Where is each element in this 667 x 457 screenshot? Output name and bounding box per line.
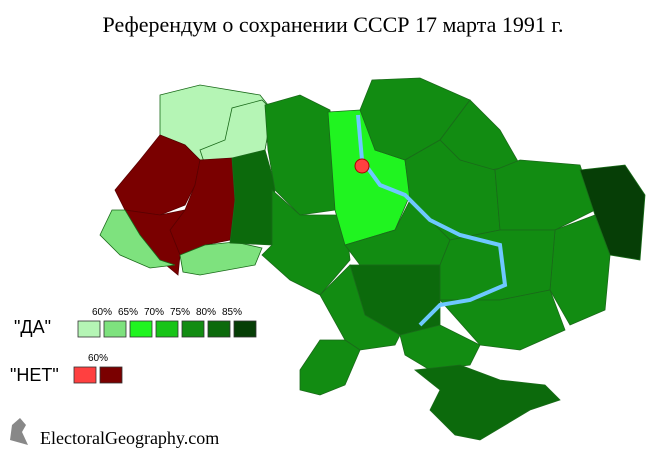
map (99, 77, 646, 441)
legend-label: "НЕТ" (10, 365, 59, 385)
legend-tick: 65% (118, 307, 138, 318)
region (399, 324, 481, 371)
legend-swatch (129, 320, 153, 338)
river (356, 114, 508, 327)
region (114, 134, 201, 216)
legend-tick: 75% (170, 307, 190, 318)
footer: ElectoralGeography.com (40, 428, 219, 448)
logo (10, 418, 28, 445)
region (413, 364, 561, 441)
region (299, 339, 361, 396)
region (549, 214, 611, 326)
legend: "ДА" "НЕТ" 60% 65% 70% 75% 80% 85% 60% (10, 307, 257, 385)
map-title: Референдум о сохранении СССР 17 марта 19… (103, 12, 564, 37)
legend-label: "ДА" (14, 317, 51, 337)
legend-swatch (77, 320, 101, 338)
legend-tick: 60% (92, 307, 112, 318)
region (264, 94, 336, 216)
legend-tick: 60% (88, 353, 108, 364)
kyiv-marker (354, 158, 370, 174)
region (179, 241, 263, 276)
legend-swatch (99, 366, 123, 384)
legend-swatch (103, 320, 127, 338)
legend-swatch (181, 320, 205, 338)
legend-swatch (233, 320, 257, 338)
region (229, 149, 276, 246)
legend-swatch (155, 320, 179, 338)
legend-tick: 80% (196, 307, 216, 318)
region (99, 209, 176, 269)
logo-icon (10, 418, 28, 445)
legend-swatch (73, 366, 97, 384)
legend-tick: 70% (144, 307, 164, 318)
legend-swatch (207, 320, 231, 338)
legend-tick: 85% (222, 307, 242, 318)
